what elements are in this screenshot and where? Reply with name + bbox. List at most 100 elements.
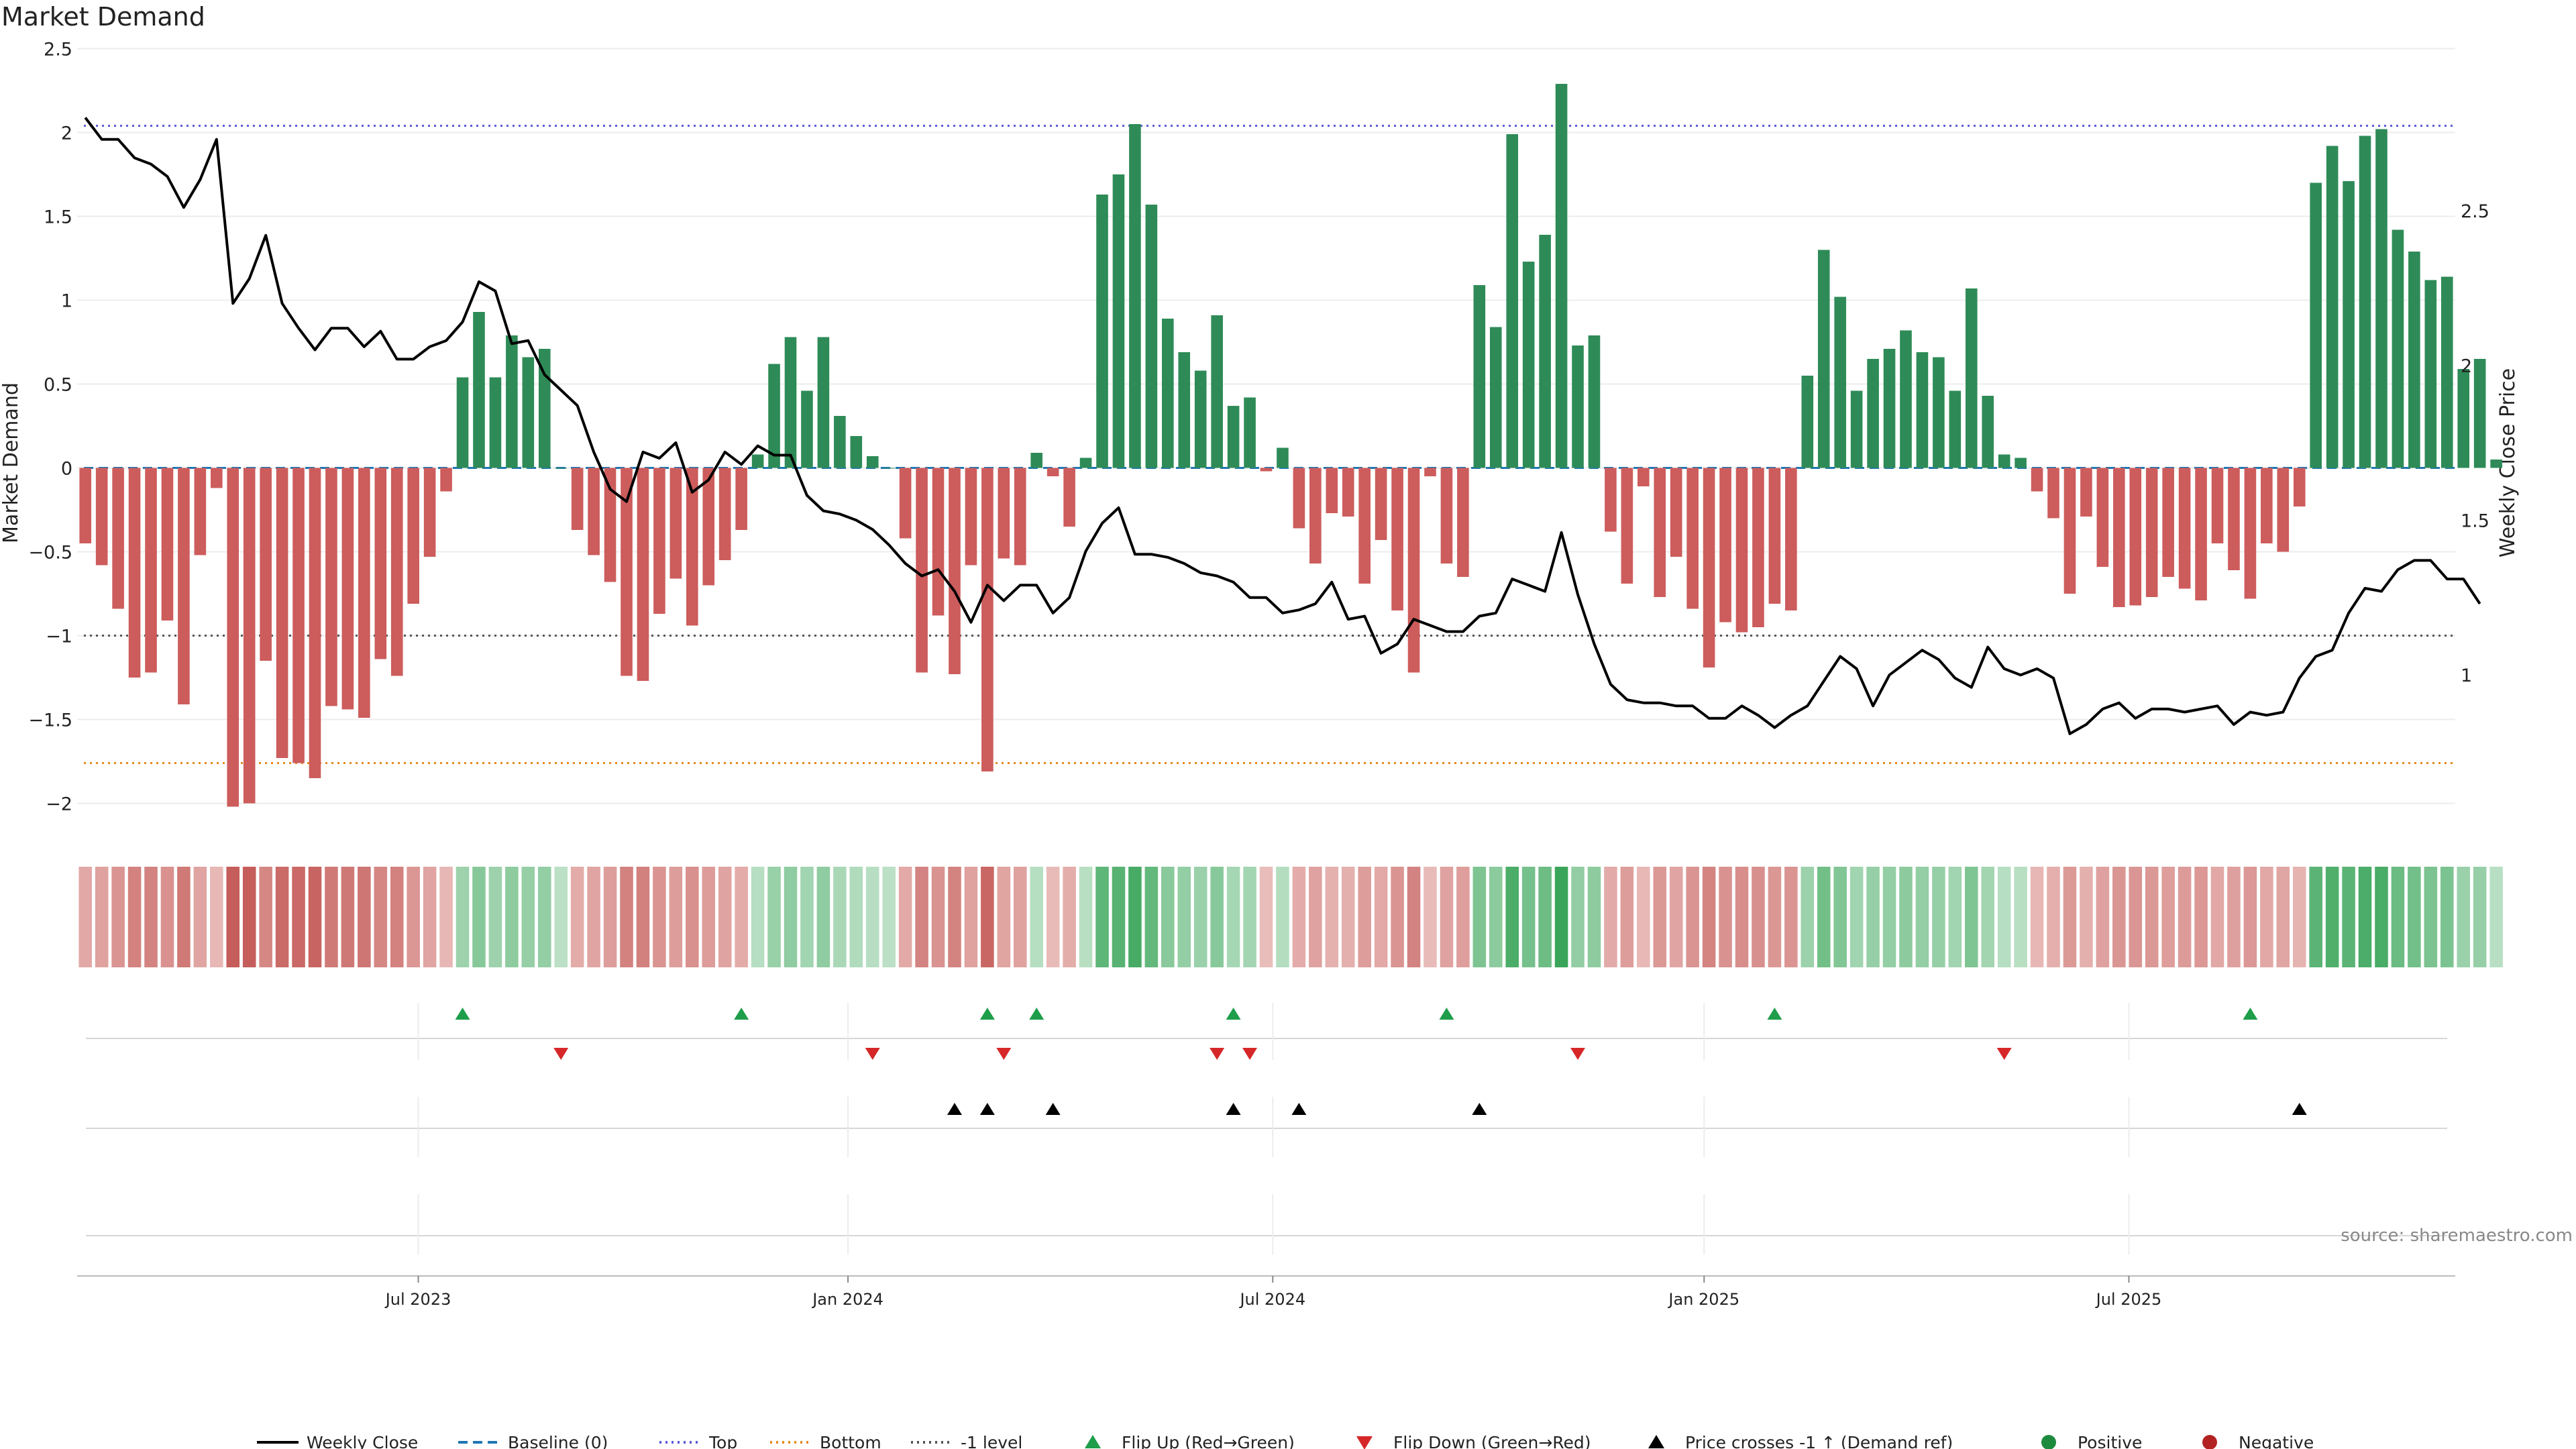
- demand-bar: [358, 468, 370, 718]
- strip-cell: [1948, 867, 1962, 967]
- demand-bar: [506, 335, 518, 468]
- demand-bar: [2080, 468, 2092, 517]
- strip-cell: [1735, 867, 1749, 967]
- strip-cell: [1276, 867, 1289, 967]
- strip-cell: [1309, 867, 1322, 967]
- demand-bar: [1916, 352, 1929, 468]
- price-cross-marker: [1045, 1103, 1061, 1115]
- strip-cell: [603, 867, 617, 967]
- strip-cell: [1325, 867, 1339, 967]
- gridlines: [77, 48, 2455, 804]
- demand-bar: [1079, 458, 1092, 468]
- strip-cell: [570, 867, 584, 967]
- x-tick-label: Jan 2025: [1667, 1290, 1739, 1309]
- strip-cell: [1489, 867, 1503, 967]
- reference-lines: [84, 125, 2455, 764]
- strip-cell: [1784, 867, 1798, 967]
- demand-bar: [1375, 468, 1387, 540]
- strip-cell: [2080, 867, 2093, 967]
- strip-cell: [407, 867, 420, 967]
- x-axis-ticks: Jul 2023 Jan 2024 Jul 2024 Jan 2025 Jul 2025: [77, 1275, 2455, 1309]
- signal-marker-rows: [86, 1003, 2447, 1254]
- strip-cell: [1210, 867, 1224, 967]
- demand-bar: [588, 468, 600, 555]
- y-tick-label: 1: [61, 291, 72, 312]
- flip-up-marker: [2243, 1008, 2258, 1020]
- demand-bar: [817, 337, 830, 468]
- y-tick-label: 0: [61, 459, 72, 480]
- legend-label: Baseline (0): [508, 1433, 608, 1449]
- demand-bar: [145, 468, 157, 673]
- demand-bar: [1522, 262, 1535, 468]
- legend-label: -1 level: [961, 1433, 1022, 1449]
- strip-cell: [2063, 867, 2077, 967]
- strip-cell: [2358, 867, 2372, 967]
- strip-cell: [2292, 867, 2306, 967]
- demand-bar: [2408, 252, 2420, 468]
- demand-bar: [2244, 468, 2257, 599]
- demand-bar: [555, 468, 568, 469]
- demand-bar: [1046, 468, 1059, 476]
- demand-bar: [128, 468, 141, 678]
- strip-cell: [2391, 867, 2405, 967]
- strip-cell: [455, 867, 470, 967]
- demand-bar: [1014, 468, 1026, 566]
- strip-cell: [2408, 867, 2421, 967]
- demand-bar: [2440, 276, 2453, 468]
- strip-cell: [292, 867, 305, 967]
- strip-cell: [1932, 867, 1945, 967]
- strip-cell: [2014, 867, 2027, 967]
- y2-tick-label: 1.5: [2461, 511, 2489, 531]
- flip-up-marker: [1767, 1008, 1782, 1020]
- strip-cell: [1391, 867, 1404, 967]
- demand-bar: [1391, 468, 1403, 610]
- strip-cell: [2309, 867, 2322, 967]
- strip-cell: [1063, 867, 1076, 967]
- strip-cell: [390, 867, 404, 967]
- y2-axis-ticks: 1 1.5 2 2.5: [2461, 201, 2489, 686]
- y2-tick-label: 2.5: [2461, 201, 2489, 222]
- demand-bar: [1768, 468, 1781, 604]
- strip-cell: [1030, 867, 1044, 967]
- strip-cell: [1505, 867, 1519, 967]
- strip-cell: [2243, 867, 2257, 967]
- demand-bar: [2129, 468, 2142, 606]
- strip-cell: [472, 867, 486, 967]
- demand-bar: [735, 468, 747, 530]
- demand-bar: [784, 337, 797, 468]
- strip-cell: [111, 867, 125, 967]
- demand-bar: [2047, 468, 2059, 519]
- price-cross-marker: [1291, 1103, 1307, 1115]
- strip-cell: [193, 867, 207, 967]
- strip-cell: [751, 867, 765, 967]
- demand-bar: [2392, 229, 2404, 468]
- strip-cell: [1620, 867, 1634, 967]
- strip-cell: [226, 867, 240, 967]
- demand-bar: [669, 468, 682, 579]
- strip-cell: [702, 867, 716, 967]
- demand-bar: [1588, 335, 1601, 468]
- demand-bar: [2293, 468, 2306, 506]
- demand-bar: [883, 468, 895, 469]
- strip-cell: [1964, 867, 1978, 967]
- demand-bar: [1965, 288, 1978, 468]
- strip-cell: [1604, 867, 1617, 967]
- demand-bar: [1129, 124, 1141, 468]
- flip-up-marker: [1226, 1008, 1241, 1020]
- strip-cell: [160, 867, 174, 967]
- y-tick-label: −1.5: [28, 710, 72, 731]
- strip-cell: [1079, 867, 1093, 967]
- demand-bar: [1162, 319, 1174, 468]
- strip-cell: [2178, 867, 2192, 967]
- price-cross-marker: [1226, 1103, 1241, 1115]
- strip-cell: [2194, 867, 2208, 967]
- strip-cell: [816, 867, 830, 967]
- demand-bar: [2343, 181, 2355, 468]
- strip-cell: [1424, 867, 1437, 967]
- x-tick-label: Jul 2025: [2095, 1290, 2162, 1309]
- demand-bar: [932, 468, 945, 616]
- demand-bar: [850, 436, 863, 468]
- demand-bar: [653, 468, 665, 614]
- strip-cell: [620, 867, 633, 967]
